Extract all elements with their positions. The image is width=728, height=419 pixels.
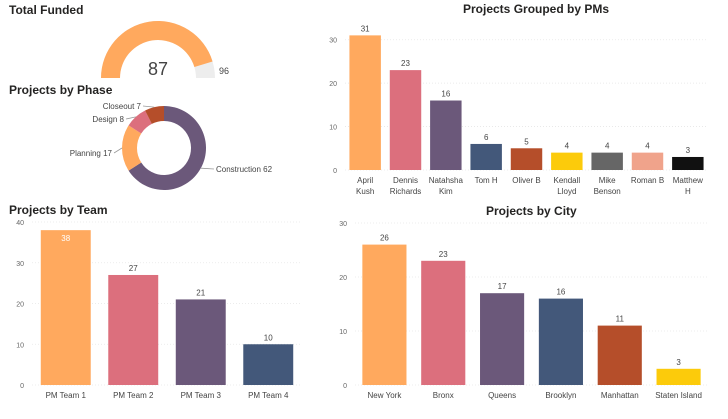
x-tick-label: Tom H: [475, 176, 498, 185]
x-tick-label: New York: [368, 391, 403, 400]
x-tick-label: Queens: [488, 391, 516, 400]
bar-data-label: 31: [361, 24, 370, 33]
projects-by-team-title: Projects by Team: [9, 203, 108, 217]
projects-by-city-title: Projects by City: [486, 204, 577, 218]
x-tick-label: Kim: [439, 187, 453, 196]
y-tick-label: 10: [16, 342, 24, 349]
bar: [672, 156, 704, 170]
bar: [175, 299, 226, 385]
bar: [656, 368, 701, 385]
x-tick-label: Staten Island: [655, 391, 702, 400]
bar: [430, 100, 462, 170]
x-tick-label: Natahsha: [429, 176, 464, 185]
bar: [389, 70, 422, 170]
bar-data-label: 16: [441, 90, 450, 99]
y-tick-label: 0: [333, 168, 337, 175]
bar-data-label: 4: [605, 142, 610, 151]
x-tick-label: Brooklyn: [545, 391, 576, 400]
bar: [470, 143, 502, 170]
bar-data-label: 11: [616, 315, 625, 324]
x-tick-label: Manhattan: [601, 391, 639, 400]
bar-data-label: 23: [439, 250, 448, 259]
x-tick-label: Richards: [390, 187, 422, 196]
y-tick-label: 0: [343, 383, 347, 390]
bar-data-label: 3: [676, 358, 681, 367]
projects-by-pm-title: Projects Grouped by PMs: [463, 2, 610, 16]
y-tick-label: 30: [16, 261, 24, 268]
bar-data-label: 21: [196, 288, 205, 297]
x-tick-label: April: [357, 176, 373, 185]
bar: [108, 274, 159, 385]
y-tick-label: 20: [339, 275, 347, 282]
y-tick-label: 30: [329, 38, 337, 45]
x-tick-label: PM Team 4: [248, 391, 289, 400]
x-tick-label: PM Team 2: [113, 391, 154, 400]
bar-data-label: 27: [129, 264, 138, 273]
bar: [243, 344, 294, 385]
bar-data-label: 4: [565, 142, 570, 151]
bar-data-label: 3: [686, 146, 691, 155]
x-tick-label: Kendall: [553, 176, 580, 185]
x-tick-label: Kush: [356, 187, 374, 196]
x-tick-label: Dennis: [393, 176, 418, 185]
bar: [597, 325, 642, 385]
x-tick-label: PM Team 1: [46, 391, 87, 400]
bar: [538, 298, 583, 385]
bar-data-label: 26: [380, 234, 389, 243]
bar: [480, 293, 525, 385]
bar: [40, 230, 91, 385]
x-tick-label: Lloyd: [557, 187, 576, 196]
bar-data-label: 6: [484, 133, 489, 142]
bar-data-label: 10: [264, 333, 273, 342]
y-tick-label: 10: [339, 329, 347, 336]
projects-by-phase-title: Projects by Phase: [9, 83, 113, 97]
y-tick-label: 40: [16, 220, 24, 227]
bar: [551, 152, 583, 170]
y-tick-label: 30: [339, 221, 347, 228]
bar: [591, 152, 623, 170]
bar: [362, 244, 407, 385]
bar: [510, 148, 543, 170]
y-tick-label: 20: [16, 302, 24, 309]
bar-data-label: 17: [498, 282, 507, 291]
total-funded-title: Total Funded: [9, 3, 84, 17]
x-tick-label: PM Team 3: [181, 391, 222, 400]
x-tick-label: Benson: [594, 187, 621, 196]
bar-data-label: 38: [61, 234, 70, 243]
x-tick-label: H: [685, 187, 691, 196]
bar-data-label: 23: [401, 59, 410, 68]
y-tick-label: 0: [20, 383, 24, 390]
bar-data-label: 5: [524, 137, 529, 146]
x-tick-label: Bronx: [433, 391, 454, 400]
x-tick-label: Matthew: [673, 176, 703, 185]
bar-data-label: 16: [556, 288, 565, 297]
bar: [349, 35, 381, 170]
x-tick-label: Mike: [599, 176, 616, 185]
x-tick-label: Roman B: [631, 176, 664, 185]
y-tick-label: 20: [329, 81, 337, 88]
y-tick-label: 10: [329, 125, 337, 132]
bar: [421, 260, 466, 385]
bar-data-label: 4: [645, 142, 650, 151]
bar: [631, 152, 664, 170]
x-tick-label: Oliver B: [512, 176, 540, 185]
